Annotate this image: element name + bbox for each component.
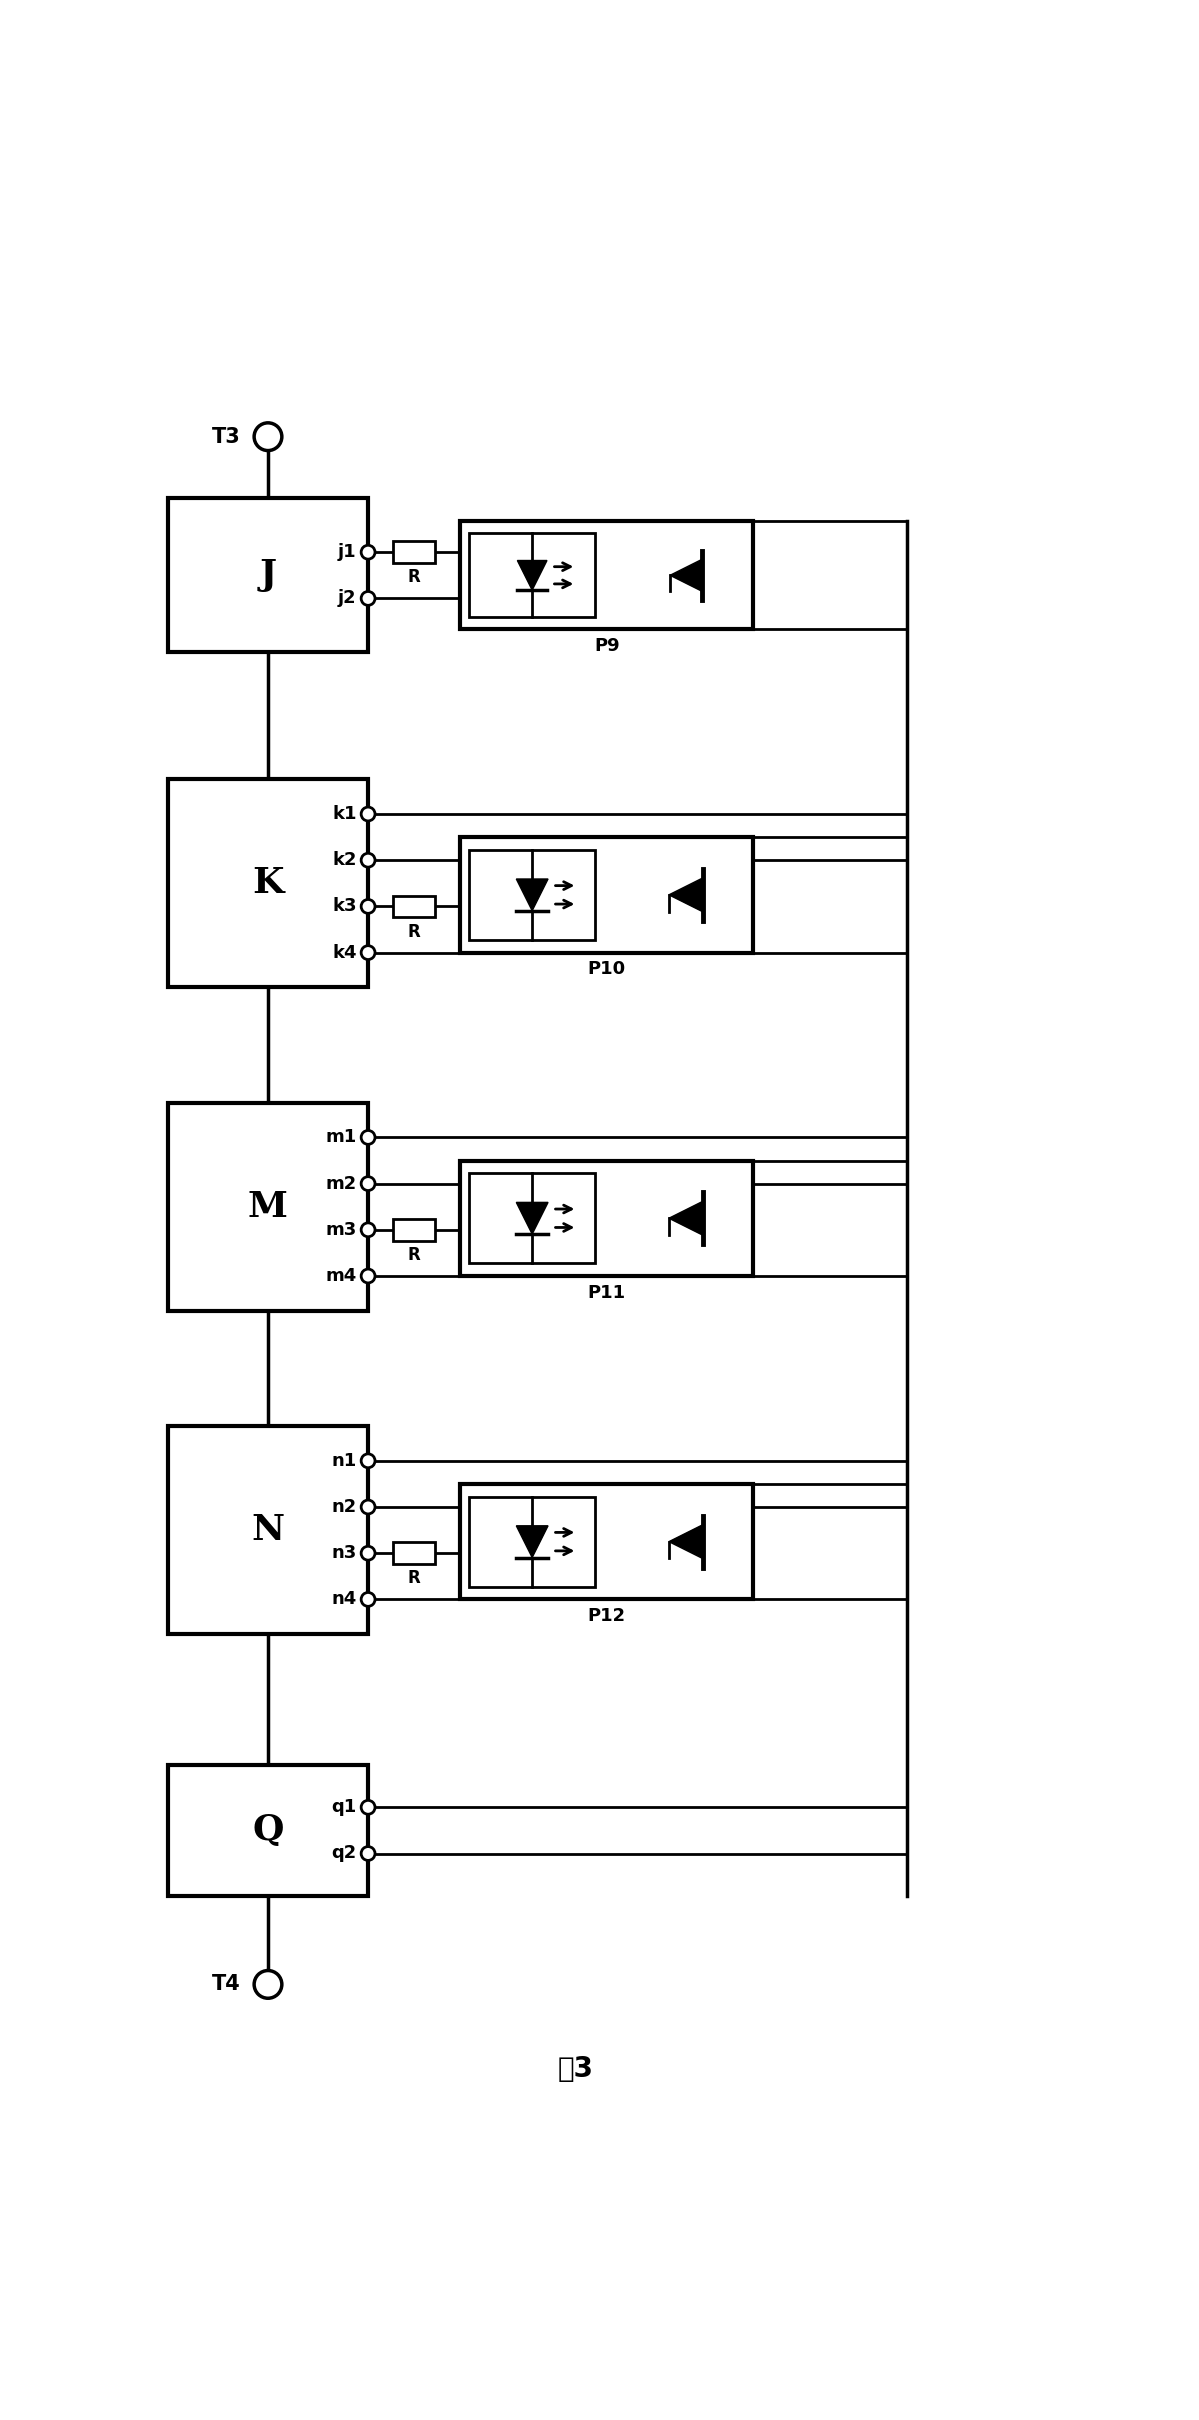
Text: n4: n4 bbox=[331, 1590, 356, 1609]
Text: R: R bbox=[408, 1571, 421, 1588]
Text: q1: q1 bbox=[331, 1798, 356, 1817]
Bar bbox=[393, 542, 435, 564]
Text: R: R bbox=[408, 1246, 421, 1263]
Text: Q: Q bbox=[252, 1813, 284, 1846]
Polygon shape bbox=[518, 561, 547, 590]
Bar bbox=[460, 1162, 753, 1275]
Bar bbox=[393, 1220, 435, 1241]
Circle shape bbox=[361, 1846, 375, 1861]
Bar bbox=[469, 1174, 595, 1263]
Text: n3: n3 bbox=[331, 1544, 356, 1563]
Text: P12: P12 bbox=[588, 1607, 626, 1626]
Text: J: J bbox=[259, 559, 277, 593]
Text: q2: q2 bbox=[331, 1844, 356, 1863]
Text: K: K bbox=[252, 866, 284, 900]
Circle shape bbox=[361, 1500, 375, 1515]
Bar bbox=[460, 520, 753, 629]
Circle shape bbox=[361, 854, 375, 866]
Circle shape bbox=[361, 1454, 375, 1467]
Polygon shape bbox=[669, 878, 703, 912]
Circle shape bbox=[361, 1130, 375, 1145]
Text: n1: n1 bbox=[331, 1452, 356, 1469]
Bar bbox=[168, 1104, 368, 1312]
Text: P9: P9 bbox=[594, 636, 620, 656]
Polygon shape bbox=[517, 878, 548, 910]
Circle shape bbox=[361, 1268, 375, 1283]
Polygon shape bbox=[517, 1203, 548, 1234]
Circle shape bbox=[361, 946, 375, 958]
Text: 图3: 图3 bbox=[558, 2055, 594, 2084]
Polygon shape bbox=[669, 1525, 703, 1558]
Polygon shape bbox=[517, 1525, 548, 1558]
Bar bbox=[168, 1425, 368, 1634]
Bar bbox=[168, 779, 368, 987]
Text: m4: m4 bbox=[325, 1268, 356, 1285]
Text: k4: k4 bbox=[332, 944, 356, 961]
Text: k1: k1 bbox=[332, 806, 356, 823]
Circle shape bbox=[361, 1592, 375, 1607]
Circle shape bbox=[254, 1970, 282, 1999]
Text: k2: k2 bbox=[332, 852, 356, 869]
Text: j2: j2 bbox=[338, 590, 356, 607]
Bar bbox=[460, 837, 753, 953]
Text: k3: k3 bbox=[332, 898, 356, 915]
Bar bbox=[469, 1496, 595, 1588]
Text: P11: P11 bbox=[588, 1283, 626, 1302]
Polygon shape bbox=[669, 1200, 703, 1234]
Polygon shape bbox=[670, 559, 701, 590]
Text: M: M bbox=[248, 1191, 288, 1225]
Bar bbox=[393, 1542, 435, 1563]
Bar bbox=[393, 895, 435, 917]
Bar bbox=[168, 499, 368, 653]
Bar bbox=[460, 1483, 753, 1600]
Bar bbox=[469, 532, 595, 617]
Text: m2: m2 bbox=[325, 1174, 356, 1193]
Circle shape bbox=[361, 1222, 375, 1237]
Circle shape bbox=[361, 1546, 375, 1561]
Circle shape bbox=[361, 544, 375, 559]
Bar bbox=[168, 1764, 368, 1895]
Text: m3: m3 bbox=[325, 1220, 356, 1239]
Text: N: N bbox=[252, 1512, 284, 1546]
Text: T3: T3 bbox=[212, 426, 241, 448]
Text: R: R bbox=[408, 922, 421, 941]
Bar bbox=[469, 849, 595, 939]
Circle shape bbox=[361, 900, 375, 912]
Text: T4: T4 bbox=[212, 1975, 241, 1994]
Text: R: R bbox=[408, 569, 421, 586]
Circle shape bbox=[361, 1176, 375, 1191]
Text: P10: P10 bbox=[588, 961, 626, 978]
Circle shape bbox=[361, 1800, 375, 1815]
Circle shape bbox=[254, 424, 282, 450]
Text: j1: j1 bbox=[338, 542, 356, 561]
Text: n2: n2 bbox=[331, 1498, 356, 1515]
Circle shape bbox=[361, 590, 375, 605]
Circle shape bbox=[361, 806, 375, 820]
Text: m1: m1 bbox=[325, 1128, 356, 1147]
